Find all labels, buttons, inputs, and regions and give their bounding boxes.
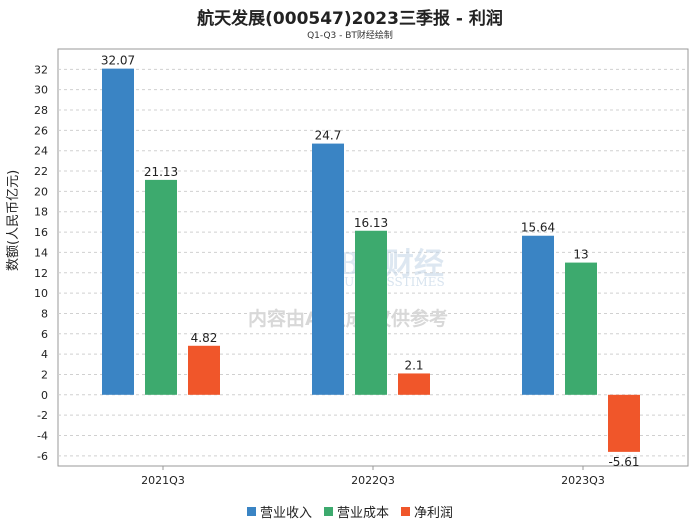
legend-swatch-cost	[323, 507, 333, 516]
data-label: 24.7	[315, 129, 342, 143]
legend-item-revenue: 营业收入	[246, 502, 312, 521]
bar	[102, 68, 134, 395]
data-label: -5.61	[608, 455, 639, 469]
y-tick-label: 4	[41, 348, 48, 361]
x-tick-label: 2023Q3	[561, 474, 605, 487]
legend-label-cost: 营业成本	[336, 506, 389, 521]
bar	[188, 345, 220, 395]
x-tick-label: 2022Q3	[351, 474, 395, 487]
bar-chart: -6-4-202468101214161820222426283032BT财经B…	[34, 48, 689, 487]
y-tick-label: 12	[34, 267, 48, 280]
y-tick-label: -2	[37, 409, 48, 422]
legend-item-cost: 营业成本	[323, 502, 389, 521]
bar	[522, 235, 554, 395]
data-label: 16.13	[354, 216, 388, 230]
legend-swatch-revenue	[246, 507, 256, 516]
y-tick-label: 6	[41, 328, 48, 341]
watermark-notice: 内容由AI生成,仅供参考	[248, 307, 448, 330]
watermark-brand: BT财经	[336, 247, 444, 282]
data-label: 21.13	[144, 165, 178, 179]
data-label: 4.82	[191, 331, 218, 345]
legend: 营业收入 营业成本 净利润	[0, 502, 700, 521]
bar	[355, 230, 387, 395]
y-tick-label: 30	[34, 84, 48, 97]
bar	[608, 394, 640, 452]
chart-title: 航天发展(000547)2023三季报 - 利润	[197, 9, 503, 29]
y-tick-label: 22	[34, 165, 48, 178]
y-tick-label: 2	[41, 368, 48, 381]
data-label: 15.64	[521, 221, 555, 235]
legend-swatch-net-profit	[401, 507, 410, 516]
data-label: 13	[573, 248, 588, 262]
y-tick-label: 10	[34, 287, 48, 300]
y-tick-label: 18	[34, 206, 48, 219]
chart-subtitle: Q1-Q3 - BT财经绘制	[307, 31, 393, 41]
data-label: 32.07	[101, 54, 135, 68]
data-label: 2.1	[404, 358, 423, 372]
y-tick-label: 28	[34, 104, 48, 117]
y-tick-label: 14	[34, 246, 48, 259]
bar	[565, 262, 597, 395]
legend-label-revenue: 营业收入	[259, 506, 312, 521]
y-tick-label: 0	[41, 389, 48, 402]
y-tick-label: 26	[34, 124, 48, 137]
bar	[312, 143, 344, 395]
y-tick-label: -6	[37, 450, 48, 463]
y-tick-label: 8	[41, 307, 48, 320]
y-tick-label: 20	[34, 185, 48, 198]
bar	[398, 373, 430, 395]
y-tick-label: 32	[34, 63, 48, 76]
bar	[145, 179, 177, 395]
watermark-brand-en: BUSINESSTIMES	[335, 275, 444, 289]
x-tick-label: 2021Q3	[141, 474, 185, 487]
y-tick-label: 24	[34, 145, 48, 158]
legend-item-net-profit: 净利润	[401, 502, 453, 521]
legend-label-net-profit: 净利润	[414, 506, 454, 521]
y-tick-label: -4	[37, 429, 48, 442]
y-tick-label: 16	[34, 226, 48, 239]
